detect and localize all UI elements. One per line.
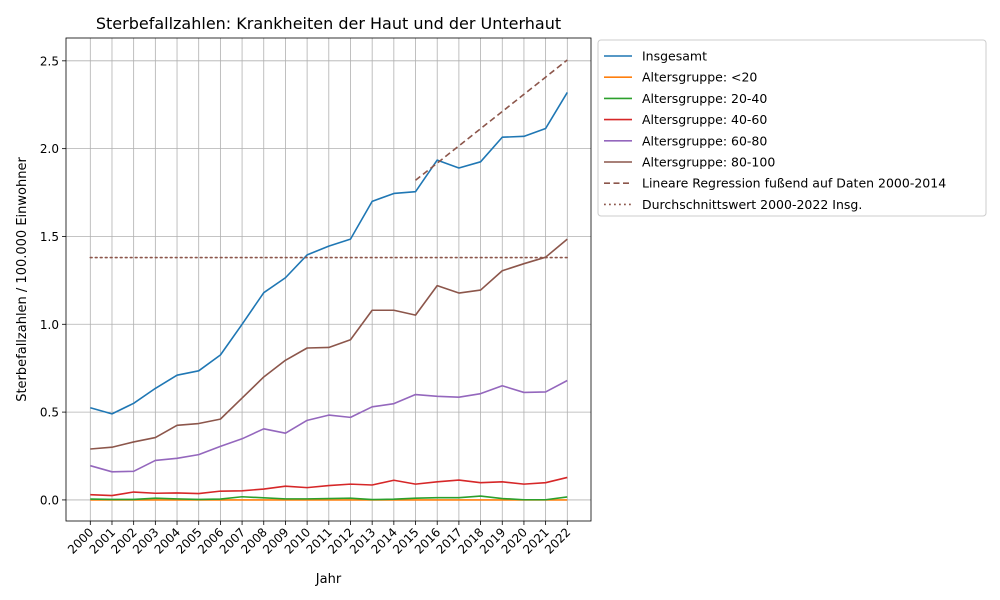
y-axis-label: Sterbefallzahlen / 100.000 Einwohner (15, 157, 30, 402)
y-tick-label: 2.5 (40, 54, 59, 68)
y-tick-label: 0.5 (40, 406, 59, 420)
series-line-altersgruppe-80-100 (90, 238, 568, 450)
legend: Insgesamt Altersgruppe: <20 Altersgruppe: … (597, 39, 987, 217)
legend-label: Altersgruppe: <20 (642, 70, 757, 85)
legend-label: Altersgruppe: 60-80 (642, 133, 767, 148)
y-axis-ticks: 0.0 0.5 1.0 1.5 2.0 2.5 (40, 54, 66, 507)
legend-label: Altersgruppe: 40-60 (642, 112, 767, 127)
legend-box (597, 39, 987, 217)
chart-title: Sterbefallzahlen: Krankheiten der Haut u… (96, 14, 561, 33)
legend-label: Durchschnittswert 2000-2022 Insg. (642, 197, 862, 212)
series-line-altersgruppe-20-40 (90, 495, 568, 501)
legend-label: Lineare Regression fußend auf Daten 2000… (642, 176, 946, 191)
series-line-lineare-regression-fu-end-auf-daten-2000-2014 (415, 59, 568, 181)
y-tick-label: 2.0 (40, 142, 59, 156)
series-line-altersgruppe-60-80 (90, 379, 568, 473)
y-tick-label: 1.5 (40, 230, 59, 244)
legend-label: Altersgruppe: 20-40 (642, 91, 767, 106)
y-tick-label: 1.0 (40, 318, 59, 332)
x-axis-label: Jahr (315, 572, 342, 587)
legend-label: Insgesamt (642, 49, 707, 64)
y-tick-label: 0.0 (40, 493, 59, 507)
series-line-altersgruppe-40-60 (90, 476, 568, 497)
legend-label: Altersgruppe: 80-100 (642, 155, 775, 170)
plot-lines (89, 59, 569, 501)
grid (66, 38, 591, 521)
series-line-insgesamt (90, 92, 568, 415)
